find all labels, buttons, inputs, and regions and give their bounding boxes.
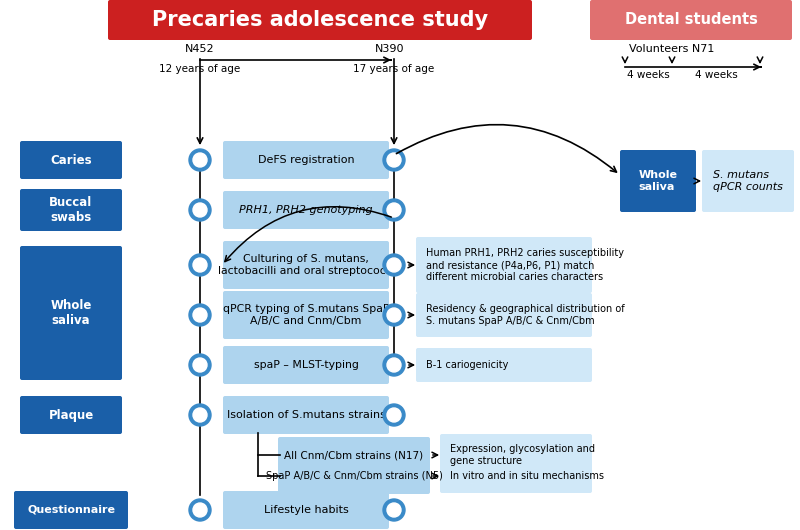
Circle shape — [383, 149, 405, 171]
Text: Culturing of S. mutans,
lactobacilli and oral streptococci: Culturing of S. mutans, lactobacilli and… — [218, 254, 394, 276]
Circle shape — [193, 258, 207, 272]
Text: Whole
saliva: Whole saliva — [638, 170, 678, 192]
Text: 4 weeks: 4 weeks — [626, 70, 670, 80]
FancyBboxPatch shape — [223, 291, 389, 339]
Text: Questionnaire: Questionnaire — [27, 505, 115, 515]
FancyBboxPatch shape — [440, 459, 592, 493]
Text: Lifestyle habits: Lifestyle habits — [264, 505, 348, 515]
Text: spaP – MLST-typing: spaP – MLST-typing — [254, 360, 358, 370]
FancyBboxPatch shape — [440, 434, 592, 476]
Circle shape — [383, 254, 405, 276]
Circle shape — [189, 499, 211, 521]
Text: Isolation of S.mutans strains: Isolation of S.mutans strains — [226, 410, 386, 420]
Circle shape — [383, 199, 405, 221]
Text: Dental students: Dental students — [625, 13, 758, 28]
FancyBboxPatch shape — [278, 458, 430, 494]
Circle shape — [193, 308, 207, 322]
Circle shape — [189, 254, 211, 276]
FancyBboxPatch shape — [590, 0, 792, 40]
Text: DeFS registration: DeFS registration — [258, 155, 354, 165]
Text: B-1 cariogenicity: B-1 cariogenicity — [426, 360, 508, 370]
Text: In vitro and in situ mechanisms: In vitro and in situ mechanisms — [450, 471, 604, 481]
FancyBboxPatch shape — [416, 348, 592, 382]
Text: Precaries adolescence study: Precaries adolescence study — [152, 10, 488, 30]
FancyBboxPatch shape — [702, 150, 794, 212]
Circle shape — [383, 404, 405, 426]
Circle shape — [383, 354, 405, 376]
Circle shape — [387, 308, 401, 322]
FancyBboxPatch shape — [20, 396, 122, 434]
Text: 17 years of age: 17 years of age — [354, 64, 434, 74]
Text: qPCR typing of S.mutans SpaP
A/B/C and Cnm/Cbm: qPCR typing of S.mutans SpaP A/B/C and C… — [222, 304, 390, 326]
FancyBboxPatch shape — [223, 141, 389, 179]
Circle shape — [193, 408, 207, 422]
Circle shape — [193, 503, 207, 517]
Text: 4 weeks: 4 weeks — [694, 70, 738, 80]
FancyBboxPatch shape — [223, 396, 389, 434]
FancyBboxPatch shape — [20, 141, 122, 179]
Text: All Cnm/Cbm strains (N17): All Cnm/Cbm strains (N17) — [285, 450, 423, 460]
Text: Plaque: Plaque — [48, 409, 94, 421]
FancyBboxPatch shape — [108, 0, 532, 40]
FancyBboxPatch shape — [416, 237, 592, 293]
Text: S. mutans
qPCR counts: S. mutans qPCR counts — [713, 170, 783, 192]
Circle shape — [387, 358, 401, 372]
FancyBboxPatch shape — [416, 293, 592, 337]
Circle shape — [189, 199, 211, 221]
Circle shape — [387, 408, 401, 422]
Circle shape — [193, 358, 207, 372]
Text: 12 years of age: 12 years of age — [159, 64, 241, 74]
Text: Residency & geographical distribution of
S. mutans SpaP A/B/C & Cnm/Cbm: Residency & geographical distribution of… — [426, 304, 625, 326]
Circle shape — [189, 354, 211, 376]
Text: N390: N390 — [375, 44, 405, 54]
Circle shape — [383, 499, 405, 521]
FancyBboxPatch shape — [223, 191, 389, 229]
Text: Caries: Caries — [50, 154, 92, 166]
Text: PRH1, PRH2 genotyping: PRH1, PRH2 genotyping — [239, 205, 373, 215]
Circle shape — [387, 503, 401, 517]
FancyBboxPatch shape — [20, 189, 122, 231]
FancyBboxPatch shape — [278, 437, 430, 473]
Circle shape — [189, 304, 211, 326]
Circle shape — [189, 149, 211, 171]
FancyBboxPatch shape — [223, 346, 389, 384]
Circle shape — [387, 203, 401, 217]
Text: N452: N452 — [185, 44, 215, 54]
Circle shape — [387, 258, 401, 272]
Text: Expression, glycosylation and
gene structure: Expression, glycosylation and gene struc… — [450, 444, 595, 466]
FancyBboxPatch shape — [620, 150, 696, 212]
Circle shape — [383, 304, 405, 326]
Text: SpaP A/B/C & Cnm/Cbm strains (N5): SpaP A/B/C & Cnm/Cbm strains (N5) — [266, 471, 442, 481]
Circle shape — [193, 203, 207, 217]
Text: Buccal
swabs: Buccal swabs — [50, 196, 93, 224]
FancyBboxPatch shape — [14, 491, 128, 529]
Circle shape — [193, 153, 207, 167]
FancyBboxPatch shape — [20, 246, 122, 380]
Circle shape — [387, 153, 401, 167]
Circle shape — [189, 404, 211, 426]
Text: Whole
saliva: Whole saliva — [50, 299, 92, 327]
FancyBboxPatch shape — [223, 241, 389, 289]
FancyBboxPatch shape — [223, 491, 389, 529]
Text: Volunteers N71: Volunteers N71 — [630, 44, 714, 54]
Text: Human PRH1, PRH2 caries susceptibility
and resistance (P4a,P6, P1) match
differe: Human PRH1, PRH2 caries susceptibility a… — [426, 249, 624, 281]
